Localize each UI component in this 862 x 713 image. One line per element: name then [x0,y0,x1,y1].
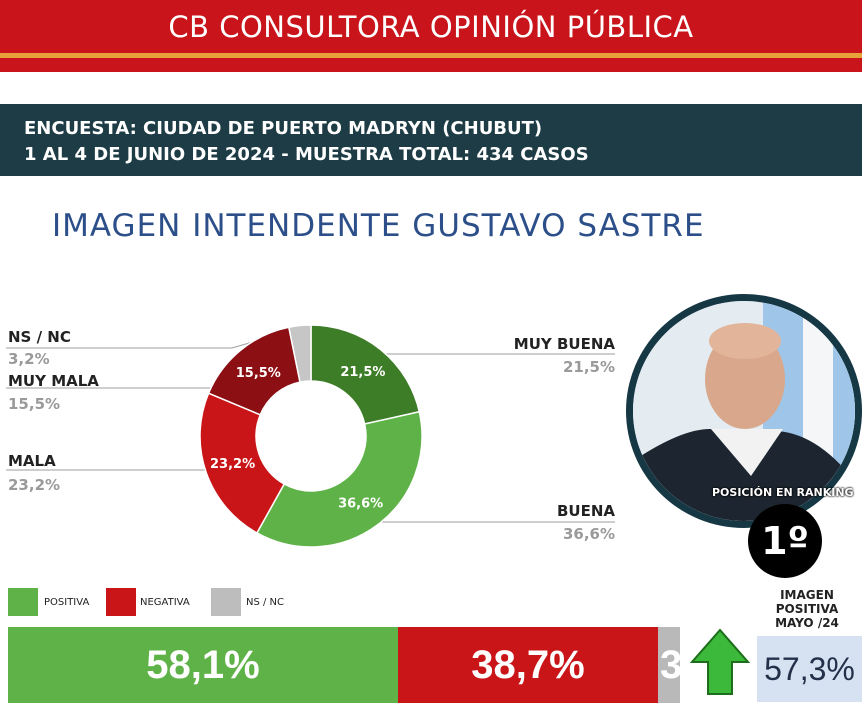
category-label-muy-buena: MUY BUENA [513,335,615,353]
previous-caption-line-3: MAYO /24 [775,616,839,630]
legend-swatch-positiva [8,588,38,616]
previous-positive-value: 57,3% [757,636,862,702]
donut-value-label-muy-mala: 15,5% [236,366,281,381]
survey-location: ENCUESTA: CIUDAD DE PUERTO MADRYN (CHUBU… [24,118,543,139]
header-banner: CB CONSULTORA OPINIÓN PÚBLICA [0,0,862,58]
donut-value-labels: 21,5% 36,6% 23,2% 15,5% [210,365,385,511]
survey-info-band: ENCUESTA: CIUDAD DE PUERTO MADRYN (CHUBU… [0,104,862,176]
header-title: CB CONSULTORA OPINIÓN PÚBLICA [168,10,694,44]
bar-value-negativa: 38,7% [471,643,585,687]
legend-swatch-ns-nc [211,588,241,616]
category-label-mala: MALA [8,452,56,470]
donut-chart: 21,5% 36,6% 23,2% 15,5% [6,324,615,548]
portrait-photo-icon [626,294,862,528]
donut-slice-ns-nc [287,324,312,383]
previous-caption-line-1: IMAGEN [780,588,834,602]
category-label-buena: BUENA [556,502,615,520]
legend-label-positiva: POSITIVA [44,597,90,608]
arrow-up-icon [690,628,750,695]
summary-stacked-bar: 58,1% 38,7% 3,2% [8,627,680,703]
category-value-muy-mala: 15,5% [8,395,61,413]
ranking-label: POSICIÓN EN RANKING [712,486,854,499]
bar-segment-negativa: 38,7% [398,627,658,703]
donut-value-label-buena: 36,6% [338,497,383,512]
category-label-muy-mala: MUY MALA [8,372,99,390]
bar-segment-positiva: 58,1% [8,627,398,703]
donut-value-label-muy-buena: 21,5% [340,365,385,380]
category-value-ns-nc: 3,2% [8,350,50,368]
category-value-muy-buena: 21,5% [562,358,615,376]
donut-slice-muy-buena [310,324,421,425]
portrait-photo-drawing [633,301,855,521]
donut-slices [199,324,423,548]
header-stripe [0,58,862,72]
legend-swatch-negativa [106,588,136,616]
previous-image-caption: IMAGEN POSITIVA MAYO /24 [752,588,862,630]
bar-value-positiva: 58,1% [146,643,260,687]
legend-label-negativa: NEGATIVA [140,597,190,608]
bar-value-ns-nc: 3,2% [660,643,680,687]
legend-label-ns-nc: NS / NC [246,597,285,608]
previous-caption-line-2: POSITIVA [775,602,839,616]
ranking-position-badge: 1º [748,504,822,578]
donut-slice-buena [255,410,423,548]
donut-slice-mala [199,392,286,534]
donut-value-label-mala: 23,2% [210,457,255,472]
chart-title: IMAGEN INTENDENTE GUSTAVO SASTRE [52,208,705,244]
category-value-buena: 36,6% [562,525,615,543]
survey-dates-sample: 1 AL 4 DE JUNIO DE 2024 - MUESTRA TOTAL:… [24,144,589,165]
bar-segment-ns-nc: 3,2% [658,627,680,703]
category-label-ns-nc: NS / NC [8,328,71,346]
category-value-mala: 23,2% [8,476,61,494]
